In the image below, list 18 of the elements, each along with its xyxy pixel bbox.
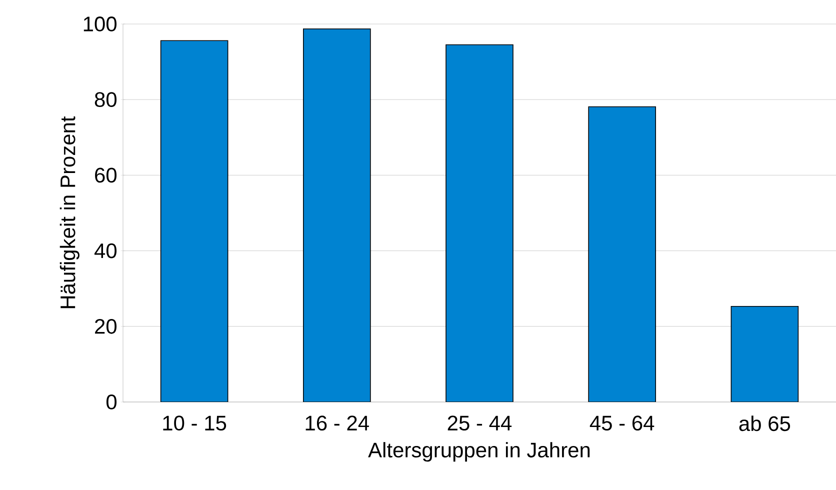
x-axis-title: Altersgruppen in Jahren [368,442,590,462]
x-tick-label: 25 - 44 [448,416,512,431]
bar [730,306,799,402]
y-axis-title: Häufigkeit in Prozent [60,116,80,308]
y-tick-label: 40 [94,243,117,258]
y-tick-label: 20 [95,318,117,334]
y-tick-label: 0 [106,394,117,410]
x-tick-label: 16 - 24 [306,416,369,431]
bar [588,106,656,402]
y-tick-label: 80 [94,92,117,108]
bar [160,40,228,402]
y-tick-label: 60 [95,168,117,183]
y-tick-label: 100 [84,16,117,32]
x-tick-label: ab 65 [739,416,790,432]
x-tick-label: 45 - 64 [590,416,654,431]
bar [446,44,514,402]
bar [303,28,371,402]
x-tick-label: 10 - 15 [163,416,226,431]
